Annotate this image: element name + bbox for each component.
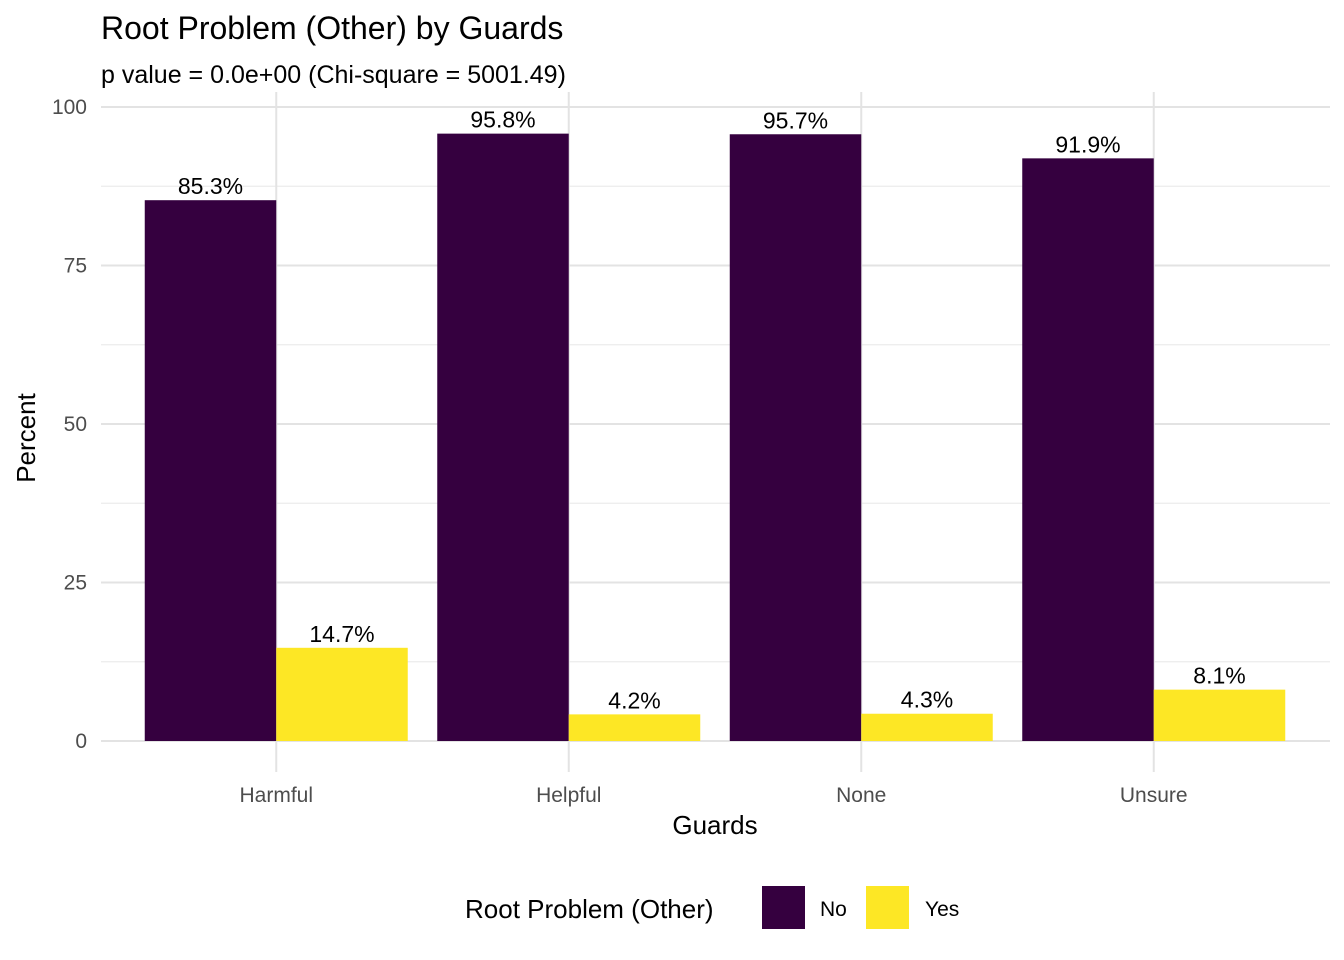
data-label: 95.8% xyxy=(470,107,535,133)
y-tick-label: 50 xyxy=(64,413,87,436)
x-tick-label: Helpful xyxy=(536,784,601,807)
legend-label: Yes xyxy=(925,898,959,921)
x-axis-ticks: Harmful Helpful None Unsure xyxy=(239,784,1187,807)
data-label: 8.1% xyxy=(1193,663,1245,689)
chart-subtitle: p value = 0.0e+00 (Chi-square = 5001.49) xyxy=(101,61,566,89)
legend-key-no xyxy=(762,886,805,929)
y-tick-label: 0 xyxy=(75,730,87,753)
data-label: 95.7% xyxy=(763,107,828,133)
data-label: 4.2% xyxy=(608,687,660,713)
y-axis-ticks: 0 25 50 75 100 xyxy=(52,96,87,753)
data-label: 14.7% xyxy=(309,621,374,647)
data-label: 91.9% xyxy=(1055,131,1120,157)
bars xyxy=(144,133,1286,742)
x-tick-label: None xyxy=(836,784,886,807)
legend-key-yes xyxy=(866,886,909,929)
bar-yes xyxy=(861,713,993,741)
data-label: 85.3% xyxy=(178,173,243,199)
bar-no xyxy=(437,133,569,742)
x-axis-title: Guards xyxy=(672,810,757,840)
y-axis-title: Percent xyxy=(11,392,41,482)
x-tick-label: Unsure xyxy=(1120,784,1188,807)
x-tick-label: Harmful xyxy=(239,784,313,807)
legend-items: No Yes xyxy=(762,886,959,929)
y-tick-label: 100 xyxy=(52,96,87,119)
legend-label: No xyxy=(820,898,847,921)
bar-yes xyxy=(1153,689,1286,741)
data-labels: 85.3% 14.7% 95.8% 4.2% 95.7% 4.3% 91.9% 8.1% xyxy=(178,107,1246,714)
bar-no xyxy=(144,200,277,741)
chart-title: Root Problem (Other) by Guards xyxy=(101,10,563,46)
bar-no xyxy=(729,134,862,742)
legend: Root Problem (Other) No Yes xyxy=(465,886,959,929)
data-label: 4.3% xyxy=(901,687,953,713)
legend-title: Root Problem (Other) xyxy=(465,894,714,924)
bar-yes xyxy=(276,647,408,741)
bar-no xyxy=(1022,158,1154,741)
y-tick-label: 75 xyxy=(64,255,87,278)
y-tick-label: 25 xyxy=(64,572,87,595)
bar-yes xyxy=(568,714,701,741)
